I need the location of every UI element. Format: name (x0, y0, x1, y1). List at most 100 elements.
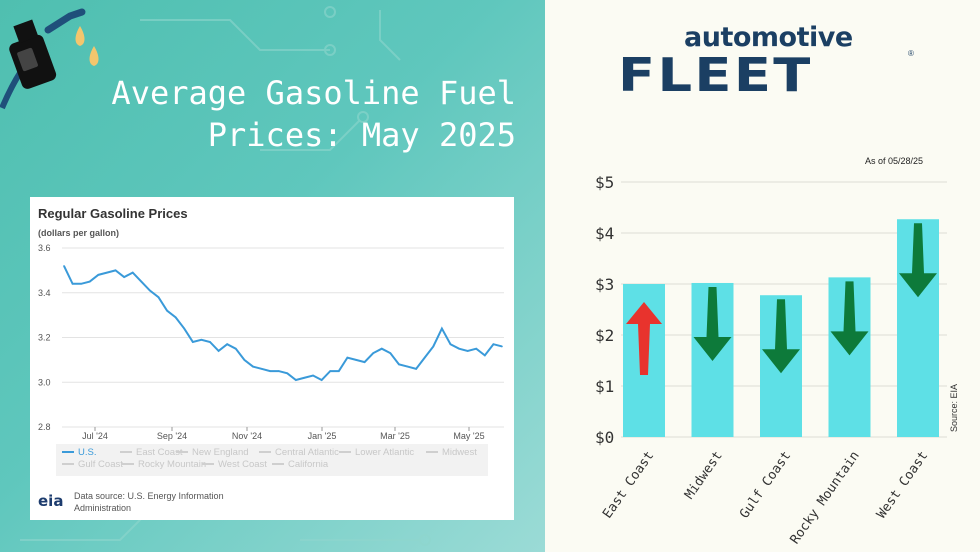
data-point (466, 350, 469, 352)
trend-down-arrow (899, 223, 937, 298)
y-tick-label: 3.6 (38, 243, 51, 253)
data-point (475, 347, 478, 350)
legend-label: Central Atlantic (275, 447, 339, 458)
data-point (106, 271, 108, 274)
trend-down-arrow (762, 299, 800, 374)
data-point (234, 347, 237, 350)
data-point (492, 343, 495, 346)
data-point (166, 309, 168, 312)
trend-down-arrow (693, 286, 732, 361)
line-chart: 2.8 3.0 3.2 3.4 3.6 Jul '24 Sep '24 Nov '24 Jan … (38, 243, 504, 441)
data-point (389, 352, 392, 354)
y-tick-label: $4 (595, 224, 614, 243)
legend-swatch (122, 463, 134, 466)
legend-item[interactable]: Midwest (426, 447, 477, 458)
eia-chart-units: (dollars per gallon) (38, 228, 120, 238)
data-point (226, 343, 228, 346)
legend-item[interactable]: Rocky Mountain (122, 459, 206, 470)
y-tick-label: $1 (595, 377, 614, 396)
trend-up-arrow (626, 302, 662, 375)
data-point (71, 283, 74, 285)
data-point (501, 345, 503, 348)
data-point (372, 352, 374, 354)
legend-swatch (120, 451, 132, 454)
brand-logo-main: FLEET (618, 48, 813, 102)
data-point (192, 341, 194, 343)
legend-label: Rocky Mountain (138, 459, 207, 470)
data-point (338, 370, 340, 372)
legend-item[interactable]: California (272, 459, 328, 470)
legend-item[interactable]: New England (176, 447, 249, 458)
data-point (174, 316, 177, 319)
data-point (441, 327, 443, 330)
x-category-label: Rocky Mountain (788, 449, 863, 547)
x-category-label: East Coast (600, 449, 657, 522)
legend-item[interactable]: Gulf Coast (62, 459, 123, 470)
legend-swatch (272, 463, 284, 466)
y-tick-label: $5 (595, 173, 614, 192)
eia-logo: eia (38, 492, 64, 510)
data-point (260, 368, 263, 370)
legend-label: California (288, 459, 329, 470)
data-point (200, 338, 203, 341)
data-point (217, 350, 220, 352)
series-line-us (63, 265, 503, 382)
data-point (209, 341, 211, 343)
x-tick-label: Mar '25 (380, 431, 410, 441)
data-point (449, 343, 452, 346)
data-point (415, 368, 417, 370)
legend-label: New England (192, 447, 249, 458)
legend-item[interactable]: East Coast (120, 447, 182, 458)
eia-chart-title: Regular Gasoline Prices (38, 206, 188, 221)
y-tick-label: 3.0 (38, 377, 51, 387)
data-point (432, 345, 435, 348)
data-point (157, 296, 160, 299)
x-tick-label: May '25 (453, 431, 484, 441)
data-point (80, 283, 82, 285)
x-tick-label: Jul '24 (82, 431, 108, 441)
data-point (63, 265, 65, 267)
legend-label: East Coast (136, 447, 183, 458)
data-point (123, 276, 125, 278)
data-point (380, 347, 383, 350)
x-category-label: West Coast (874, 449, 931, 522)
legend-swatch (176, 451, 188, 454)
data-point (406, 365, 409, 368)
x-category-label: Gulf Coast (737, 449, 794, 522)
legend-swatch (426, 451, 438, 454)
eia-source-note: Data source: U.S. Energy Information Adm… (74, 491, 224, 513)
eia-legend: U.S. East Coast New England Central Atlanti… (56, 444, 488, 476)
fuel-pump-icon (0, 8, 99, 110)
source-label: Source: EIA (949, 384, 959, 432)
legend-item[interactable]: West Coast (202, 459, 267, 470)
data-point (277, 370, 280, 372)
legend-swatch (62, 463, 74, 466)
data-point (363, 361, 366, 363)
x-tick-label: Nov '24 (232, 431, 262, 441)
data-point (149, 289, 151, 292)
legend-swatch (339, 451, 351, 454)
x-tick-label: Sep '24 (157, 431, 187, 441)
data-point (114, 269, 117, 272)
legend-swatch (259, 451, 271, 454)
data-point (131, 271, 134, 274)
y-tick-label: 3.2 (38, 333, 51, 343)
y-tick-label: $3 (595, 275, 614, 294)
data-point (423, 356, 426, 359)
legend-label: U.S. (78, 447, 97, 458)
x-category-label: Midwest (682, 449, 726, 502)
data-point (295, 379, 297, 381)
left-panel: Average Gasoline Fuel Prices: May 2025 R… (0, 0, 545, 552)
legend-item[interactable]: Central Atlantic (259, 447, 339, 458)
data-point (269, 370, 271, 372)
headline-line-1: Average Gasoline Fuel (111, 74, 516, 112)
brand-registered-mark: ® (908, 49, 914, 58)
data-point (398, 363, 400, 366)
data-point (88, 280, 91, 283)
legend-item[interactable]: U.S. (62, 447, 96, 458)
headline: Average Gasoline Fuel Prices: May 2025 (60, 72, 516, 156)
legend-swatch (202, 463, 214, 466)
legend-label: Midwest (442, 447, 477, 458)
legend-item[interactable]: Lower Atlantic (339, 447, 414, 458)
data-point (312, 374, 314, 377)
